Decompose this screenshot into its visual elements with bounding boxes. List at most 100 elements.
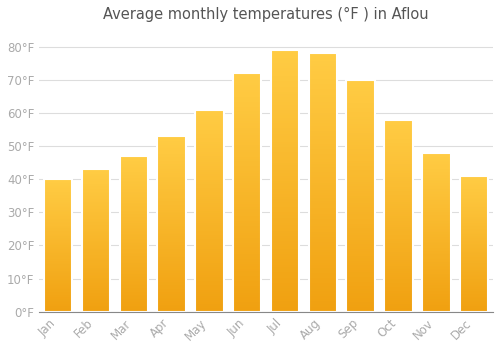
- Bar: [271, 81, 299, 84]
- Bar: [384, 121, 412, 124]
- Bar: [120, 218, 148, 220]
- Bar: [460, 214, 488, 215]
- Bar: [346, 131, 375, 133]
- Bar: [460, 276, 488, 278]
- Bar: [346, 272, 375, 275]
- Bar: [422, 250, 450, 251]
- Bar: [422, 153, 450, 312]
- Bar: [44, 216, 72, 218]
- Bar: [308, 53, 337, 56]
- Bar: [422, 215, 450, 216]
- Bar: [308, 307, 337, 309]
- Bar: [233, 145, 262, 147]
- Bar: [384, 139, 412, 141]
- Bar: [384, 175, 412, 177]
- Bar: [195, 158, 224, 160]
- Bar: [158, 261, 186, 262]
- Bar: [158, 228, 186, 229]
- Bar: [120, 274, 148, 276]
- Bar: [195, 176, 224, 178]
- Bar: [460, 236, 488, 237]
- Bar: [158, 148, 186, 150]
- Bar: [422, 181, 450, 183]
- Bar: [233, 302, 262, 304]
- Bar: [120, 260, 148, 262]
- Bar: [384, 277, 412, 279]
- Bar: [82, 220, 110, 222]
- Bar: [384, 237, 412, 239]
- Bar: [158, 257, 186, 259]
- Bar: [460, 240, 488, 241]
- Bar: [422, 167, 450, 169]
- Bar: [158, 173, 186, 175]
- Bar: [422, 183, 450, 184]
- Bar: [233, 259, 262, 262]
- Bar: [422, 208, 450, 210]
- Bar: [44, 204, 72, 206]
- Bar: [233, 228, 262, 231]
- Bar: [158, 141, 186, 143]
- Bar: [346, 96, 375, 98]
- Bar: [422, 264, 450, 266]
- Bar: [308, 247, 337, 250]
- Bar: [158, 305, 186, 307]
- Bar: [195, 136, 224, 138]
- Bar: [271, 291, 299, 293]
- Bar: [120, 271, 148, 273]
- Bar: [44, 294, 72, 296]
- Bar: [233, 298, 262, 300]
- Bar: [44, 240, 72, 241]
- Bar: [120, 220, 148, 222]
- Bar: [271, 89, 299, 92]
- Bar: [384, 271, 412, 273]
- Bar: [120, 299, 148, 301]
- Bar: [271, 110, 299, 113]
- Bar: [384, 154, 412, 156]
- Bar: [120, 203, 148, 204]
- Bar: [82, 235, 110, 236]
- Bar: [233, 262, 262, 264]
- Bar: [346, 233, 375, 235]
- Bar: [422, 278, 450, 280]
- Bar: [120, 193, 148, 195]
- Bar: [158, 238, 186, 240]
- Bar: [195, 142, 224, 144]
- Bar: [346, 119, 375, 121]
- Bar: [120, 224, 148, 226]
- Bar: [422, 213, 450, 215]
- Bar: [120, 295, 148, 296]
- Bar: [308, 283, 337, 286]
- Bar: [346, 300, 375, 302]
- Bar: [233, 183, 262, 185]
- Bar: [308, 113, 337, 115]
- Bar: [195, 235, 224, 237]
- Bar: [195, 281, 224, 284]
- Bar: [346, 224, 375, 226]
- Bar: [120, 187, 148, 189]
- Bar: [158, 259, 186, 261]
- Bar: [308, 221, 337, 224]
- Bar: [195, 233, 224, 235]
- Bar: [82, 286, 110, 288]
- Bar: [422, 251, 450, 253]
- Bar: [82, 282, 110, 283]
- Bar: [308, 234, 337, 237]
- Bar: [82, 266, 110, 268]
- Bar: [82, 298, 110, 299]
- Bar: [82, 191, 110, 192]
- Bar: [460, 180, 488, 181]
- Bar: [158, 159, 186, 161]
- Bar: [233, 118, 262, 121]
- Bar: [44, 241, 72, 243]
- Bar: [82, 252, 110, 253]
- Bar: [460, 210, 488, 211]
- Bar: [384, 298, 412, 300]
- Bar: [44, 222, 72, 223]
- Bar: [422, 243, 450, 245]
- Bar: [460, 255, 488, 256]
- Bar: [120, 239, 148, 240]
- Bar: [82, 211, 110, 212]
- Bar: [460, 278, 488, 279]
- Bar: [422, 226, 450, 228]
- Bar: [422, 194, 450, 196]
